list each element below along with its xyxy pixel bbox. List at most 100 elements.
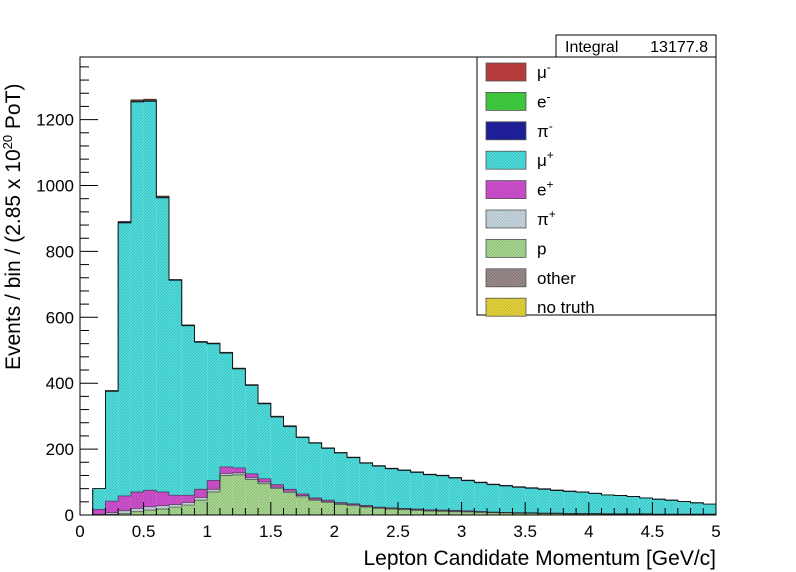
bar-hatch-17: [296, 495, 309, 497]
bar-hatch-12: [232, 474, 246, 515]
bar-hatch-13: [245, 477, 259, 480]
bar-hatch-20: [334, 504, 348, 515]
bar-hatch-27: [423, 474, 437, 510]
bar-hatch-16: [283, 491, 297, 493]
bar-hatch-10: [207, 491, 220, 515]
legend: μ-e-π-μ+ e+ π+ p other no truth: [476, 56, 717, 317]
bar-hatch-45: [652, 499, 666, 515]
bar-hatch-15: [270, 417, 284, 485]
bar-hatch-2: [105, 391, 119, 502]
bar-hatch-4: [130, 511, 144, 515]
legend-label-muminus: μ-: [537, 60, 551, 82]
y-tick-label: 600: [46, 308, 74, 327]
bar-hatch-35: [525, 488, 538, 513]
bar-hatch-19: [321, 501, 335, 503]
bar-hatch-12: [232, 467, 246, 473]
bar-hatch-35: [525, 513, 538, 515]
x-tick-label: 1: [202, 522, 211, 541]
x-tick-label: 3.5: [513, 522, 537, 541]
bar-hatch-11: [219, 353, 233, 467]
bar-hatch-22: [359, 507, 373, 515]
legend-label-p: p: [537, 239, 546, 258]
bar-hatch-13: [245, 385, 259, 474]
bar-hatch-18: [308, 443, 322, 498]
bar-hatch-4: [130, 491, 144, 509]
bar-hatch-41: [601, 494, 615, 514]
bar-hatch-28: [436, 511, 449, 515]
bar-hatch-10: [207, 480, 220, 490]
bar-hatch-37: [550, 513, 564, 515]
bar-hatch-16: [283, 426, 297, 490]
bar-hatch-8: [181, 325, 195, 496]
bar-hatch-8: [181, 505, 195, 515]
bar-hatch-1: [92, 488, 106, 510]
y-axis-title-exponent: 20: [0, 135, 15, 149]
bar-hatch-16: [283, 492, 297, 515]
bar-hatch-30: [461, 512, 475, 515]
bar-hatch-1: [92, 509, 106, 515]
bar-hatch-9: [194, 500, 208, 515]
stats-label: Integral: [565, 39, 618, 56]
bar-hatch-5: [143, 490, 157, 507]
bar-hatch-30: [461, 480, 475, 511]
bar-hatch-18: [308, 499, 322, 501]
bar-hatch-34: [512, 513, 526, 515]
y-tick-label: 800: [46, 242, 74, 261]
bar-hatch-13: [245, 479, 259, 515]
legend-label-no-truth: no truth: [537, 298, 595, 317]
bar-hatch-27: [423, 511, 437, 515]
bar-hatch-6: [156, 505, 170, 510]
bar-hatch-14: [258, 482, 271, 484]
bar-hatch-14: [258, 478, 271, 483]
bar-hatch-4: [130, 99, 144, 101]
stats-value: 13177.8: [650, 39, 708, 56]
bar-hatch-12: [232, 472, 246, 475]
bar-hatch-6: [156, 509, 170, 515]
legend-swatch-hatch: [486, 180, 526, 199]
bar-hatch-2: [105, 512, 119, 515]
bar-hatch-29: [448, 511, 462, 515]
bar-hatch-22: [359, 463, 373, 506]
stacked-bars: [92, 99, 716, 515]
y-tick-label: 0: [65, 506, 74, 525]
bar-hatch-9: [194, 342, 208, 490]
bar-hatch-10: [207, 489, 220, 492]
legend-label-muplus: μ+: [537, 148, 554, 170]
x-tick-label: 2: [330, 522, 339, 541]
y-axis-title-prefix: Events / bin / (2.85 x 10: [2, 149, 25, 370]
bar-hatch-44: [639, 497, 653, 514]
bar-hatch-19: [321, 448, 335, 501]
stats-box: Integral 13177.8: [555, 34, 717, 58]
bar-hatch-20: [334, 503, 348, 505]
x-tick-label: 0.5: [132, 522, 156, 541]
bar-hatch-16: [283, 489, 297, 492]
bar-hatch-31: [474, 482, 488, 512]
bar-hatch-5: [143, 506, 157, 511]
bar-hatch-3: [118, 510, 131, 514]
bar-hatch-11: [219, 475, 233, 515]
bar-hatch-26: [410, 472, 424, 510]
bar-hatch-9: [194, 497, 208, 501]
bar-hatch-33: [499, 486, 513, 513]
bar-hatch-5: [143, 510, 157, 515]
bar-hatch-10: [207, 343, 220, 481]
legend-swatch-hatch: [486, 151, 526, 170]
legend-label-eminus: e-: [537, 89, 550, 111]
bar-hatch-19: [321, 500, 335, 502]
legend-label-piplus: π+: [537, 207, 556, 229]
bar-hatch-24: [385, 468, 398, 508]
bar-hatch-36: [537, 489, 551, 514]
bar-hatch-33: [499, 513, 513, 515]
bar-hatch-5: [143, 101, 157, 491]
bar-hatch-3: [118, 495, 131, 511]
bar-hatch-24: [385, 509, 398, 515]
bar-hatch-7: [169, 504, 182, 508]
x-tick-label: 5: [711, 522, 720, 541]
bar-hatch-6: [156, 198, 170, 492]
bar-hatch-21: [347, 503, 360, 505]
bar-hatch-21: [347, 504, 360, 506]
bar-hatch-9: [194, 489, 208, 498]
y-tick-label: 200: [46, 440, 74, 459]
bar-hatch-2: [105, 501, 119, 513]
legend-swatch-hatch: [486, 63, 526, 81]
